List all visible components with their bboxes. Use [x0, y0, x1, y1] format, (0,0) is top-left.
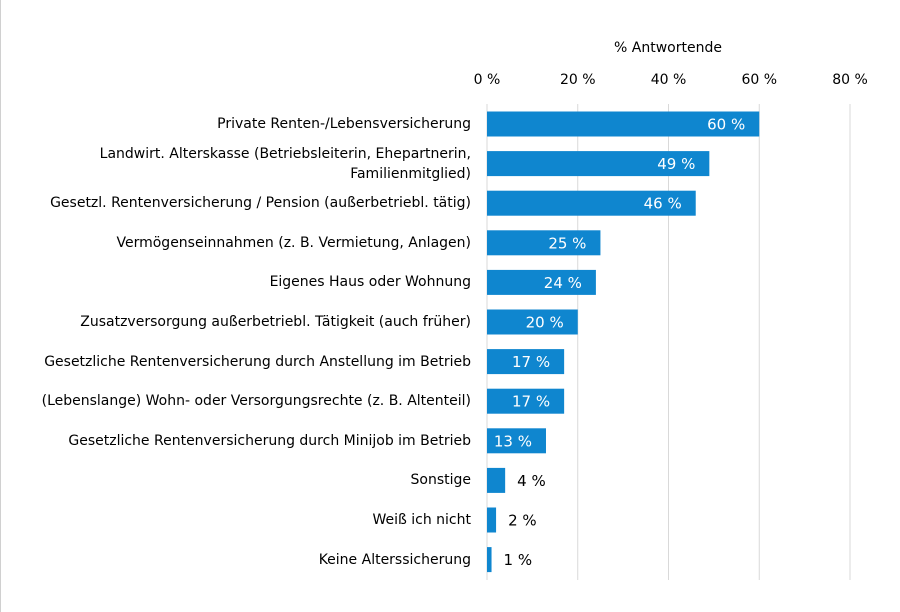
bar — [487, 349, 565, 375]
category-label: Private Renten-/Lebensversicherung — [217, 116, 471, 132]
category-label: (Lebenslange) Wohn- oder Versorgungsrech… — [41, 393, 471, 410]
category-label: Weiß ich nicht — [372, 512, 471, 528]
category-label: Landwirt. Alterskasse (Betriebsleiterin,… — [99, 145, 471, 182]
value-label: 60 % — [707, 116, 745, 134]
category-label: Gesetzliche Rentenversicherung durch Min… — [68, 432, 471, 449]
category-label: Vermögenseinnahmen (z. B. Vermietung, An… — [116, 234, 471, 251]
category-label: Keine Alterssicherung — [318, 551, 471, 568]
bar — [487, 111, 760, 137]
bar — [487, 309, 578, 335]
value-label: 49 % — [657, 155, 695, 173]
value-label: 1 % — [504, 551, 533, 569]
category-label: Gesetzl. Rentenversicherung / Pension (a… — [50, 195, 471, 212]
x-tick-label: 80 % — [832, 72, 868, 88]
category-label: Eigenes Haus oder Wohnung — [269, 274, 471, 291]
value-label: 20 % — [526, 314, 564, 332]
x-tick-label: 0 % — [474, 72, 501, 88]
value-label: 17 % — [512, 393, 550, 411]
bar — [487, 428, 546, 454]
x-tick-label: 60 % — [741, 72, 777, 88]
bar — [487, 269, 596, 295]
value-label: 4 % — [517, 472, 546, 490]
value-label: 24 % — [544, 274, 582, 292]
bar — [487, 151, 710, 177]
value-label: 2 % — [508, 512, 537, 530]
bar — [487, 467, 506, 493]
x-tick-label: 40 % — [651, 72, 687, 88]
x-axis-title: % Antwortende — [614, 40, 722, 56]
bar — [487, 507, 497, 533]
value-label: 13 % — [494, 432, 532, 450]
category-label: Sonstige — [410, 472, 472, 489]
bar — [487, 388, 565, 414]
category-label: Zusatzversorgung außerbetriebl. Tätigkei… — [80, 314, 471, 330]
value-label: 17 % — [512, 353, 550, 371]
bar — [487, 230, 601, 256]
bar — [487, 547, 492, 573]
x-tick-label: 20 % — [560, 72, 596, 88]
value-label: 46 % — [644, 195, 682, 213]
value-label: 25 % — [548, 234, 586, 252]
bar — [487, 190, 696, 216]
category-label: Gesetzliche Rentenversicherung durch Ans… — [44, 353, 471, 370]
